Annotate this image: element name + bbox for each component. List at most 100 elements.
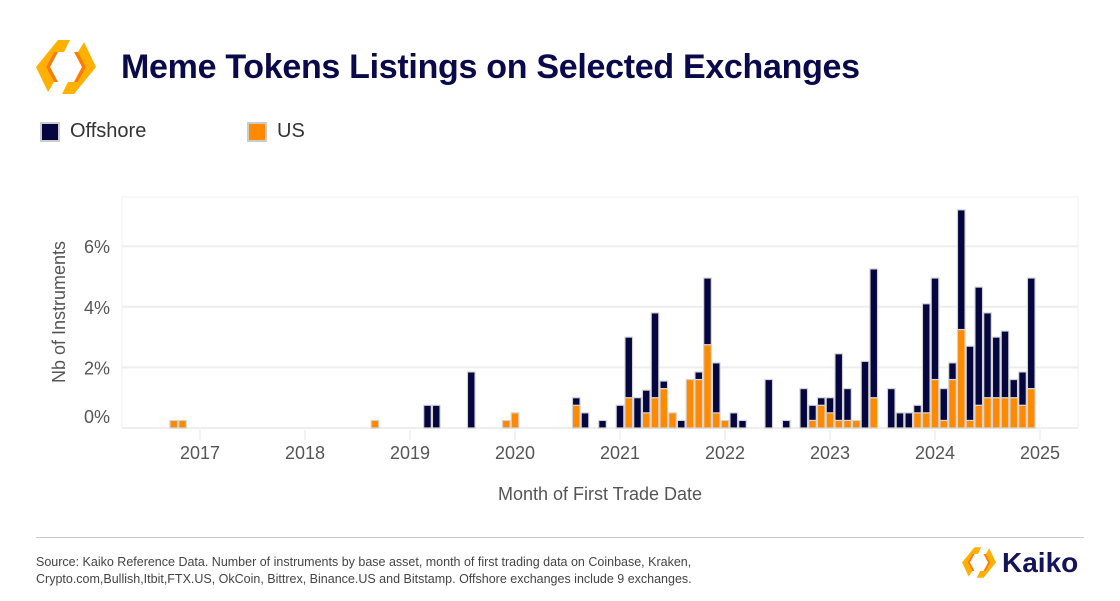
bar-offshore xyxy=(650,312,660,399)
bar-us xyxy=(370,419,380,429)
bar-us xyxy=(991,397,1001,429)
bar-offshore xyxy=(974,286,984,406)
bar-offshore xyxy=(825,397,835,414)
bar-us xyxy=(510,412,520,429)
bar-stack xyxy=(1000,330,1010,429)
source-note: Source: Kaiko Reference Data. Number of … xyxy=(36,554,936,588)
bar-offshore xyxy=(808,404,817,422)
bar-us xyxy=(571,404,581,429)
bar-stack xyxy=(1026,277,1036,429)
bar-offshore xyxy=(641,389,651,414)
legend-swatch-us xyxy=(247,121,267,142)
bar-offshore xyxy=(694,371,704,381)
bar-us xyxy=(974,404,984,429)
bar-offshore xyxy=(991,336,1001,399)
bar-stack xyxy=(816,397,826,429)
bar-offshore xyxy=(1000,330,1010,399)
bar-stack xyxy=(668,412,677,429)
bar-stack xyxy=(571,397,581,429)
bar-stack xyxy=(974,286,984,429)
bar-us xyxy=(843,419,852,429)
bar-offshore xyxy=(676,419,686,429)
bar-stack xyxy=(869,268,879,429)
bar-stack xyxy=(423,404,432,429)
bar-us xyxy=(641,412,651,429)
y-tick-label: 6% xyxy=(84,237,110,257)
x-tick-label: 2025 xyxy=(1020,443,1060,463)
bar-stack xyxy=(580,412,590,429)
bar-offshore xyxy=(729,412,739,429)
bar-us xyxy=(624,397,634,429)
bar-offshore xyxy=(615,404,625,429)
x-tick-label: 2024 xyxy=(915,443,955,463)
bar-stack xyxy=(659,380,669,429)
bar-us xyxy=(178,419,187,429)
bar-us xyxy=(694,378,704,429)
bar-stack xyxy=(886,388,896,429)
bar-us xyxy=(825,412,835,429)
bar-offshore xyxy=(948,362,957,381)
bar-offshore xyxy=(895,412,905,429)
legend-item-offshore: Offshore xyxy=(40,120,146,143)
bar-us xyxy=(711,412,721,429)
bar-stack xyxy=(843,388,852,429)
chart-title: Meme Tokens Listings on Selected Exchang… xyxy=(121,48,860,86)
bar-offshore xyxy=(965,345,975,422)
bar-stack xyxy=(860,360,870,429)
bar-offshore xyxy=(633,397,642,429)
bar-stack xyxy=(711,362,721,429)
bar-stack xyxy=(991,336,1001,429)
y-tick-label: 4% xyxy=(84,298,110,318)
bar-stack xyxy=(983,312,992,429)
bar-us xyxy=(501,419,511,429)
bar-stack xyxy=(939,388,949,429)
bar-stack xyxy=(921,303,931,429)
bar-stack xyxy=(633,397,642,429)
bar-stack xyxy=(501,419,511,429)
bar-stack xyxy=(431,404,441,429)
bar-us xyxy=(659,388,669,429)
legend-item-us: US xyxy=(247,120,305,143)
bar-us xyxy=(869,397,879,429)
bar-us xyxy=(1018,404,1027,429)
bar-us xyxy=(939,419,949,429)
bar-offshore xyxy=(571,397,581,406)
bar-offshore xyxy=(886,388,896,429)
bar-us xyxy=(169,419,179,429)
bar-stack xyxy=(720,419,730,429)
bar-stack xyxy=(948,362,957,429)
stacked-bar-chart: 2017 2018 2019 2020 2021 2022 2023 2024 2025 0% 2… xyxy=(49,196,1079,504)
bar-offshore xyxy=(1018,371,1027,406)
bar-offshore xyxy=(580,412,590,429)
bar-us xyxy=(668,412,677,429)
bar-us xyxy=(834,419,844,429)
footer-divider xyxy=(36,537,1084,538)
bar-offshore xyxy=(983,312,992,399)
bar-stack xyxy=(930,277,940,429)
kaiko-brand: Kaiko xyxy=(962,546,1078,579)
x-tick-label: 2018 xyxy=(285,443,325,463)
bar-us xyxy=(956,328,966,429)
bar-stack xyxy=(913,404,922,429)
bar-offshore xyxy=(913,404,922,414)
bar-offshore xyxy=(843,388,852,422)
bar-stack xyxy=(624,336,634,429)
bar-us xyxy=(921,412,931,429)
bar-us xyxy=(965,419,975,429)
bar-stack xyxy=(694,371,704,429)
bar-us xyxy=(1026,388,1036,429)
bar-us xyxy=(703,344,712,429)
bar-us xyxy=(983,397,992,429)
bar-stack xyxy=(169,419,179,429)
bar-offshore xyxy=(1009,378,1019,399)
legend-label-offshore: Offshore xyxy=(70,120,147,142)
bar-us xyxy=(913,412,922,429)
x-tick-label: 2020 xyxy=(495,443,535,463)
brand-name: Kaiko xyxy=(1002,546,1079,578)
bar-us xyxy=(808,419,817,429)
bar-stack xyxy=(904,412,914,429)
x-axis-label: Month of First Trade Date xyxy=(498,484,702,504)
bar-offshore xyxy=(738,419,747,429)
bar-stack xyxy=(956,209,966,429)
bar-stack xyxy=(466,371,476,429)
